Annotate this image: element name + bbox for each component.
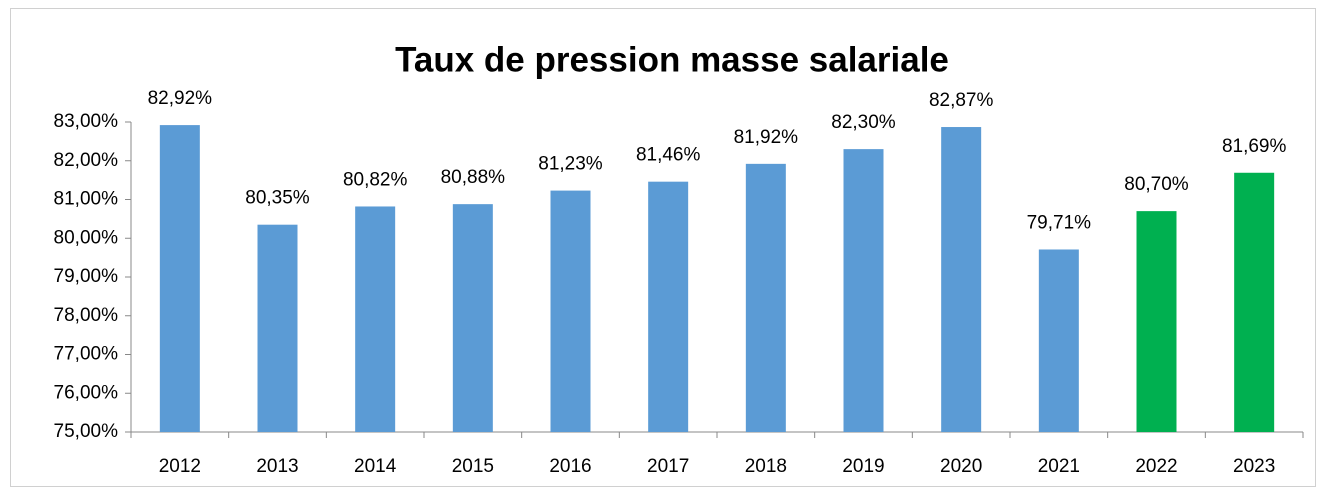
- bar: [648, 181, 689, 432]
- data-label: 81,92%: [734, 127, 799, 148]
- y-tick-label: 81,00%: [54, 189, 119, 210]
- x-tick-label: 2018: [745, 456, 787, 477]
- data-label: 81,23%: [538, 154, 603, 175]
- bar: [159, 125, 200, 432]
- bar: [257, 224, 298, 432]
- data-label: 79,71%: [1027, 213, 1092, 234]
- data-label: 80,35%: [245, 188, 310, 209]
- x-tick-label: 2020: [940, 456, 982, 477]
- x-tick-label: 2019: [842, 456, 884, 477]
- bar: [452, 204, 493, 432]
- y-tick-label: 83,00%: [54, 111, 119, 132]
- chart-title: Taux de pression masse salariale: [395, 40, 949, 79]
- y-tick-label: 79,00%: [54, 266, 119, 287]
- x-tick-label: 2015: [452, 456, 494, 477]
- data-label: 82,30%: [831, 112, 896, 133]
- bar: [745, 163, 786, 432]
- x-tick-label: 2022: [1135, 456, 1177, 477]
- data-label: 81,46%: [636, 145, 701, 166]
- y-tick-label: 77,00%: [54, 344, 119, 365]
- bar: [1234, 172, 1275, 432]
- data-label: 80,70%: [1124, 174, 1189, 195]
- y-tick-label: 75,00%: [54, 421, 119, 442]
- data-label: 82,87%: [929, 90, 994, 111]
- data-label: 81,69%: [1222, 136, 1287, 157]
- data-label: 80,88%: [441, 167, 506, 188]
- x-tick-label: 2014: [354, 456, 397, 477]
- data-label: 80,82%: [343, 169, 408, 190]
- bar: [550, 190, 591, 432]
- bar: [843, 149, 884, 432]
- y-tick-label: 76,00%: [54, 382, 119, 403]
- x-tick-label: 2016: [549, 456, 591, 477]
- x-tick-label: 2012: [159, 456, 201, 477]
- y-tick-label: 82,00%: [54, 150, 119, 171]
- bar: [355, 206, 396, 432]
- x-tick-label: 2023: [1233, 456, 1275, 477]
- bar: [1136, 211, 1177, 432]
- x-tick-label: 2021: [1038, 456, 1080, 477]
- y-tick-label: 78,00%: [54, 305, 119, 326]
- y-tick-label: 80,00%: [54, 227, 119, 248]
- data-label: 82,92%: [148, 88, 213, 109]
- bar: [1038, 249, 1079, 432]
- x-tick-label: 2017: [647, 456, 689, 477]
- x-tick-label: 2013: [256, 456, 298, 477]
- bar: [941, 127, 982, 432]
